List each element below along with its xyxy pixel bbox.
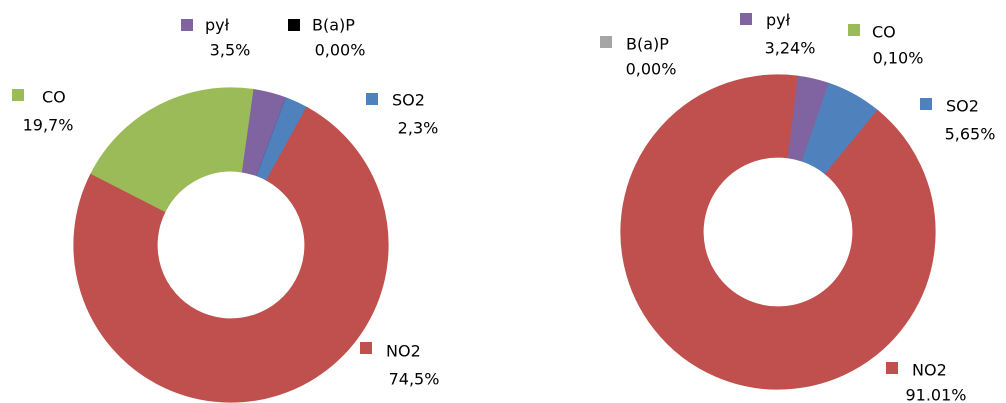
legend-swatch [740,13,752,25]
slice-name: B(a)P [626,35,669,54]
slice-name: NO2 [912,361,947,380]
slice-value: 19,7% [23,116,74,135]
legend-swatch [360,342,372,354]
slice-value: 91.01% [905,386,966,403]
legend-swatch [366,93,378,105]
donut-slice [620,74,936,390]
donut-slice [90,87,254,213]
legend-swatch [600,36,612,48]
slice-name: SO2 [392,91,425,110]
slice-name: B(a)P [312,16,355,35]
slice-value: 0,00% [626,60,677,79]
slice-value: 3,24% [765,39,816,58]
legend-swatch [181,19,193,31]
slice-value: 3,5% [210,41,251,60]
legend-swatch [848,24,860,36]
slice-value: 0,10% [873,49,924,68]
slice-value: 2,3% [398,119,439,138]
slice-name: CO [872,23,896,42]
slice-value: 5,65% [945,125,996,144]
slice-name: CO [42,88,66,107]
slice-value: 0,00% [315,41,366,60]
legend-swatch [886,362,898,374]
legend-swatch [12,89,24,101]
legend-swatch [920,98,932,110]
slice-value: 74,5% [389,370,440,389]
slice-name: SO2 [946,97,979,116]
slice-name: pył [205,16,230,35]
donut-slice [73,106,389,403]
slice-name: NO2 [386,342,421,361]
slice-name: pył [766,11,791,30]
legend-swatch [288,19,300,31]
